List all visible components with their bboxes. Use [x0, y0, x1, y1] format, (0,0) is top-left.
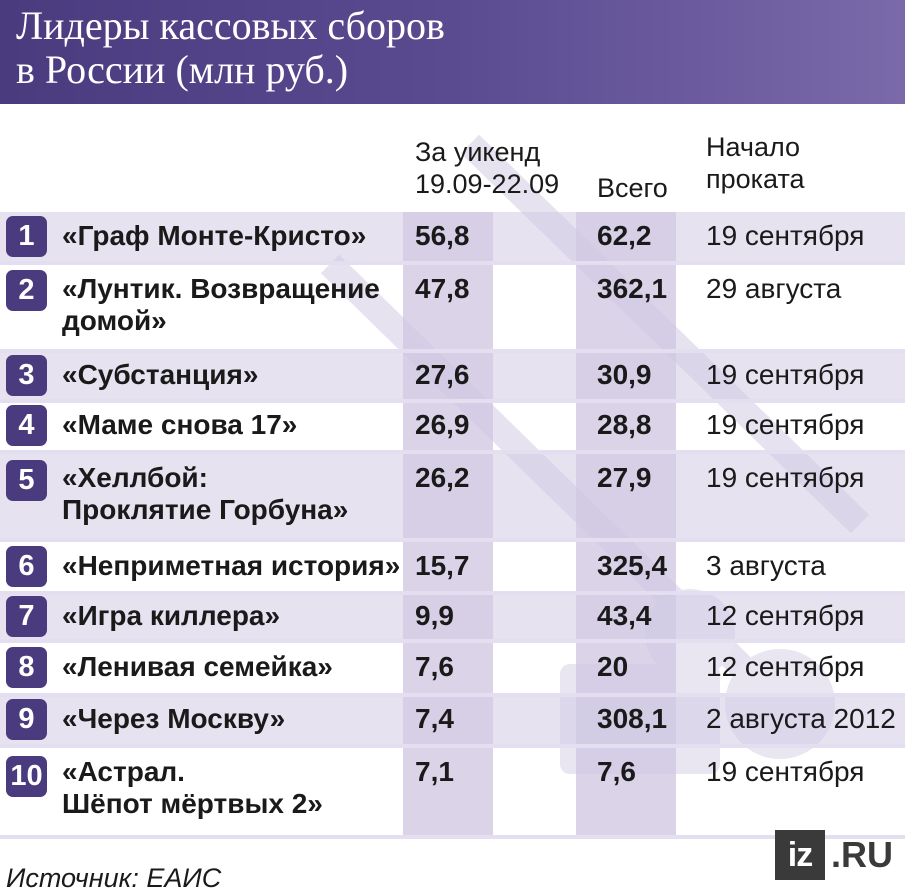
row-divider	[0, 261, 905, 265]
table-row: 10 «Астрал. Шёпот мёртвых 2» 7,1 7,6 19 с…	[0, 748, 905, 835]
start-date: 2 августа 2012	[706, 703, 896, 734]
start-date: 3 августа	[706, 550, 826, 581]
weekend-value: 7,6	[415, 651, 454, 682]
rank-badge: 10	[6, 756, 47, 797]
weekend-value: 56,8	[415, 220, 470, 251]
total-value: 43,4	[597, 600, 652, 631]
weekend-value: 7,1	[415, 756, 454, 787]
start-date: 19 сентября	[706, 756, 865, 787]
rank-badge: 6	[6, 546, 47, 587]
total-value: 20	[597, 651, 629, 682]
film-title: «Субстанция»	[62, 359, 259, 390]
film-title: «Игра киллера»	[62, 600, 281, 631]
row-divider	[0, 349, 905, 353]
logo-text: .RU	[831, 834, 893, 875]
table-row: 3 «Субстанция» 27,6 30,9 19 сентября	[0, 353, 905, 399]
weekend-value: 15,7	[415, 550, 470, 581]
row-divider	[0, 835, 905, 839]
film-title: «Ленивая семейка»	[62, 651, 333, 682]
weekend-value: 47,8	[415, 273, 470, 304]
weekend-value: 9,9	[415, 600, 454, 631]
total-value: 7,6	[597, 756, 636, 787]
table-row: 5 «Хеллбой: Проклятие Горбуна» 26,2 27,9 …	[0, 454, 905, 538]
start-date: 19 сентября	[706, 220, 865, 251]
table-row: 1 «Граф Монте-Кристо» 56,8 62,2 19 сентя…	[0, 212, 905, 261]
film-title: «Маме снова 17»	[62, 409, 298, 440]
total-value: 362,1	[597, 273, 668, 304]
total-value: 325,4	[597, 550, 668, 581]
start-column-header: Начало проката	[706, 132, 805, 194]
film-title: «Астрал. Шёпот мёртвых 2»	[62, 756, 323, 819]
total-value: 28,8	[597, 409, 652, 440]
weekend-column-header: За уикенд 19.09-22.09	[415, 137, 560, 199]
page-title: Лидеры кассовых сборов в России (млн руб…	[16, 4, 445, 92]
row-divider	[0, 693, 905, 697]
table-row: 4 «Маме снова 17» 26,9 28,8 19 сентября	[0, 403, 905, 450]
weekend-value: 26,9	[415, 409, 470, 440]
start-date: 19 сентября	[706, 359, 865, 390]
title-line-2: в России (млн руб.)	[16, 47, 349, 92]
start-date: 19 сентября	[706, 462, 865, 493]
row-divider	[0, 450, 905, 454]
iz-ru-logo: iz .RU	[775, 830, 893, 880]
rank-badge: 3	[6, 355, 47, 396]
row-divider	[0, 399, 905, 403]
start-date: 12 сентября	[706, 651, 865, 682]
total-column-header: Всего	[597, 173, 668, 203]
start-date: 12 сентября	[706, 600, 865, 631]
rank-badge: 1	[6, 216, 47, 257]
film-title: «Хеллбой: Проклятие Горбуна»	[62, 462, 349, 525]
total-value: 27,9	[597, 462, 652, 493]
table-row: 8 «Ленивая семейка» 7,6 20 12 сентября	[0, 643, 905, 693]
source-note: Источник: ЕАИС	[6, 863, 222, 893]
table-row: 2 «Лунтик. Возвращение домой» 47,8 362,1 …	[0, 265, 905, 349]
row-divider	[0, 538, 905, 542]
rank-badge: 4	[6, 405, 47, 446]
film-title: «Через Москву»	[62, 703, 286, 734]
rank-badge: 8	[6, 647, 47, 688]
header-banner: Лидеры кассовых сборов в России (млн руб…	[0, 0, 905, 104]
row-divider	[0, 639, 905, 643]
logo-mark: iz	[775, 830, 825, 880]
film-title: «Граф Монте-Кристо»	[62, 220, 367, 251]
total-value: 30,9	[597, 359, 652, 390]
rank-badge: 9	[6, 699, 47, 740]
table-row: 6 «Неприметная история» 15,7 325,4 3 авг…	[0, 542, 905, 591]
table-row: 7 «Игра киллера» 9,9 43,4 12 сентября	[0, 595, 905, 639]
row-divider	[0, 744, 905, 748]
total-value: 62,2	[597, 220, 652, 251]
film-title: «Неприметная история»	[62, 550, 401, 581]
weekend-value: 7,4	[415, 703, 454, 734]
rank-badge: 2	[6, 270, 47, 311]
film-title: «Лунтик. Возвращение домой»	[62, 273, 380, 336]
start-date: 29 августа	[706, 273, 842, 304]
weekend-value: 26,2	[415, 462, 470, 493]
table-row: 9 «Через Москву» 7,4 308,1 2 августа 201…	[0, 697, 905, 744]
rank-badge: 5	[6, 460, 47, 501]
weekend-value: 27,6	[415, 359, 470, 390]
rank-badge: 7	[6, 596, 47, 637]
row-divider	[0, 591, 905, 595]
title-line-1: Лидеры кассовых сборов	[16, 3, 445, 48]
total-value: 308,1	[597, 703, 668, 734]
start-date: 19 сентября	[706, 409, 865, 440]
